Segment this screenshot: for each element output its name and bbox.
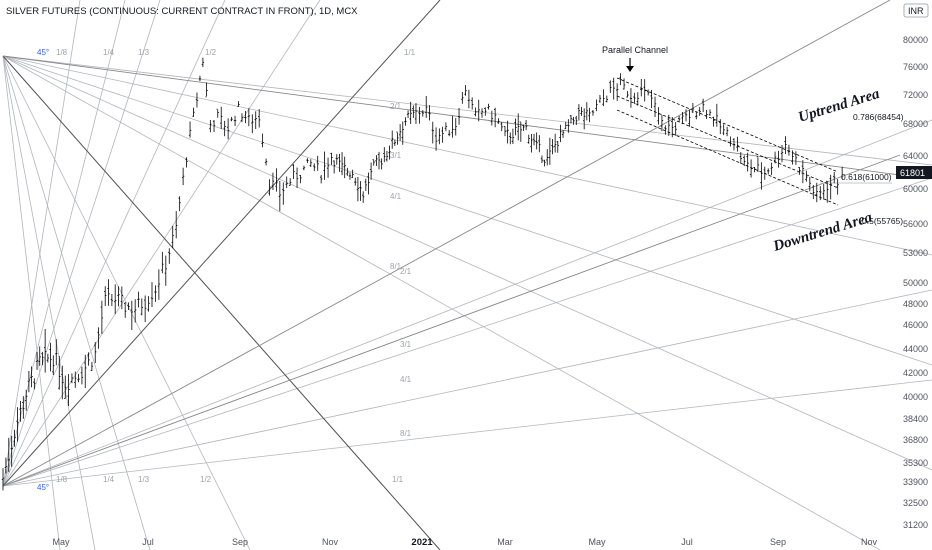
gann-fan-ray (2, 119, 932, 487)
channel-lower-line (616, 109, 839, 206)
price-tick-label: 48000 (903, 299, 928, 309)
price-tick-label: 42000 (903, 368, 928, 378)
gann-fan-ray (2, 55, 251, 550)
price-tick-label: 76000 (903, 62, 928, 72)
time-tick-label: Jul (142, 537, 154, 547)
gann-fan-ray (2, 177, 932, 487)
gann-label-1-2-bottom: 1/2 (200, 475, 212, 484)
downtrend-annotation: Downtrend Area (771, 209, 875, 255)
trend-line-down-steep (2, 55, 441, 550)
gann-fan-ray (2, 379, 932, 487)
trend-line-upper (2, 0, 891, 487)
price-tick-label: 44000 (903, 344, 928, 354)
price-tick-label: 38400 (903, 414, 928, 424)
fib-level-0618: 0.618(61000) (841, 172, 892, 182)
price-tick-label: 33900 (903, 477, 928, 487)
time-tick-label: May (52, 537, 70, 547)
gann-label-1-4-bottom: 1/4 (103, 475, 115, 484)
gann-fan-ray (2, 0, 81, 487)
time-tick-label: May (588, 537, 606, 547)
currency-label: INR (908, 6, 924, 16)
gann-label-1-2-top: 1/2 (205, 48, 217, 57)
fib-level-0786: 0.786(68454) (853, 112, 904, 122)
time-axis[interactable]: May Jul Sep Nov 2021 Mar May Jul Sep Nov (52, 537, 877, 548)
gann-label-45-bottom: 45° (37, 483, 49, 492)
trend-line-support (2, 154, 901, 487)
gann-fan-ray (2, 55, 932, 256)
currency-box[interactable] (903, 3, 929, 18)
gann-label-1-8-bottom: 1/8 (56, 475, 68, 484)
gann-label-1-3-bottom: 1/3 (138, 475, 150, 484)
gann-label-3-1-bottom: 3/1 (400, 340, 412, 349)
trend-line-up-steep (2, 0, 441, 487)
gann-fan-ray (2, 55, 932, 166)
price-tick-label: 50000 (903, 278, 928, 288)
gann-label-8-1-bottom: 8/1 (400, 429, 412, 438)
price-tick-label: 32500 (903, 498, 928, 508)
time-tick-label: Nov (861, 537, 878, 547)
price-tick-label: 40000 (903, 392, 928, 402)
gann-label-1-8-top: 1/8 (56, 48, 68, 57)
channel-upper-line (616, 77, 839, 173)
price-tick-label: 60000 (903, 184, 928, 194)
price-tick-label: 72000 (903, 90, 928, 100)
fib-level-05: 0.5(55765) (862, 216, 903, 226)
price-axis[interactable]: 80000 76000 72000 68000 64000 56000 53000 50000… (903, 35, 928, 530)
price-bars (1, 57, 843, 491)
parallel-channel-label: Parallel Channel (602, 45, 668, 55)
parallel-channel (616, 77, 839, 206)
time-tick-label: Nov (322, 537, 339, 547)
gann-label-2-1-bottom: 2/1 (400, 267, 412, 276)
price-tick-label: 36800 (903, 435, 928, 445)
gann-fan-ray (2, 0, 161, 487)
gann-label-4-1-top: 4/1 (390, 192, 402, 201)
last-price-tag (896, 166, 932, 179)
gann-label-1-1-bottom: 1/1 (392, 475, 404, 484)
gann-label-1-4-top: 1/4 (103, 48, 115, 57)
price-tick-label: 35300 (903, 458, 928, 468)
gann-label-8-1-top: 8/1 (390, 262, 402, 271)
chart-title: SILVER FUTURES (CONTINUOUS: CURRENT CONT… (6, 6, 358, 17)
gann-fan-ray (2, 0, 321, 487)
gann-fan-ray (2, 55, 881, 550)
gann-label-1-3-top: 1/3 (138, 48, 150, 57)
gann-label-1-1-top: 1/1 (404, 48, 416, 57)
price-tick-label: 80000 (903, 35, 928, 45)
time-tick-label: Jul (681, 537, 693, 547)
trend-line-resistance (2, 55, 901, 176)
time-tick-label: Mar (497, 537, 513, 547)
price-tick-label: 31200 (903, 520, 928, 530)
time-tick-label: Sep (770, 537, 786, 547)
time-tick-label: Sep (232, 537, 248, 547)
last-price-value: 61801 (900, 168, 925, 178)
price-tick-label: 64000 (903, 151, 928, 161)
price-tick-label: 46000 (903, 320, 928, 330)
gann-fan-ray (2, 55, 151, 550)
gann-fan-ray (2, 0, 226, 487)
channel-arrow-icon (626, 58, 634, 72)
price-tick-label: 68000 (903, 119, 928, 129)
gann-fan-ray (2, 289, 932, 487)
gann-label-45-top: 45° (37, 48, 49, 57)
gann-label-2-1-top: 2/1 (390, 102, 402, 111)
gann-fan-ray (2, 0, 126, 487)
price-tick-label: 56000 (903, 219, 928, 229)
time-tick-label: 2021 (411, 537, 433, 548)
gann-fan-ray (2, 55, 932, 471)
gann-label-4-1-bottom: 4/1 (400, 375, 412, 384)
gann-fan-ray (2, 55, 932, 366)
price-tick-label: 53000 (903, 248, 928, 258)
gann-label-3-1-top: 3/1 (390, 151, 402, 160)
